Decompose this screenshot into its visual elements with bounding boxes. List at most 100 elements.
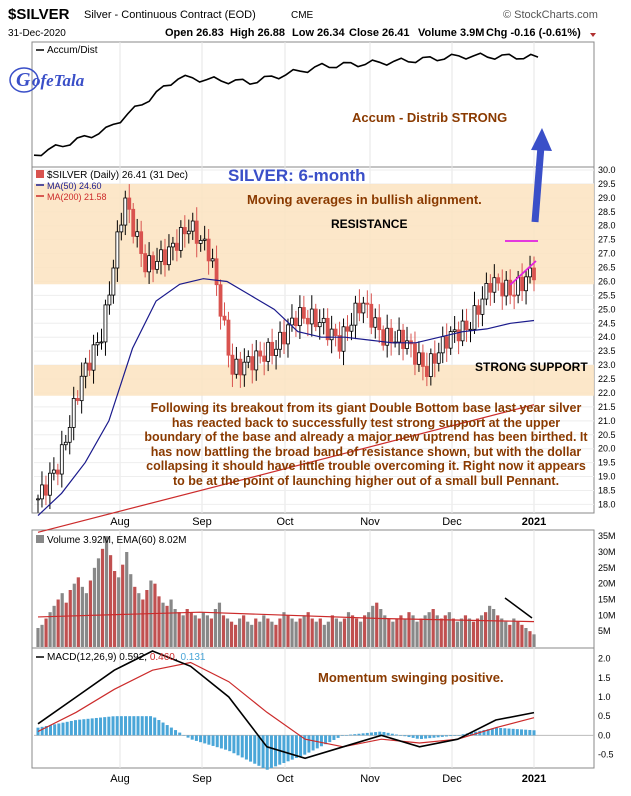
macd-hist-bar <box>119 716 123 736</box>
macd-hist-bar <box>78 719 82 736</box>
price-bar <box>87 362 92 371</box>
macd-hist-bar <box>344 735 348 736</box>
macd-hist-bar <box>111 716 115 736</box>
price-bar <box>186 230 191 235</box>
volume-bar <box>484 612 488 647</box>
price-bar <box>500 282 505 297</box>
volume-bar <box>463 615 468 647</box>
volume-bar <box>258 621 262 647</box>
price-bar <box>214 258 219 286</box>
volume-bar <box>310 618 314 647</box>
x-tick-label-sep: Sep <box>192 516 212 528</box>
volume-bar <box>197 618 201 647</box>
macd-hist-bar <box>90 718 94 736</box>
macd-hist-bar <box>169 727 173 736</box>
macd-hist-bar <box>486 729 490 736</box>
header-low: Low 26.34 <box>292 27 345 39</box>
volume-legend: Volume 3.92M, EMA(60) 8.02M <box>47 535 187 546</box>
price-bar <box>532 267 536 281</box>
commentary-text: Following its breakout from its giant Do… <box>144 401 588 488</box>
logo: G ofeTala <box>9 67 85 93</box>
volume-bar <box>302 615 306 647</box>
volume-bar <box>60 593 64 647</box>
macd-hist-bar <box>236 735 240 756</box>
price-bar <box>369 303 374 328</box>
volume-bar <box>298 618 302 647</box>
macd-hist-bar <box>444 735 448 737</box>
price-bar <box>198 239 203 244</box>
price-bar <box>341 326 346 352</box>
price-bar <box>397 329 401 343</box>
price-bar <box>202 238 207 241</box>
price-tick-label: 22.0 <box>598 388 616 398</box>
header-desc: Silver - Continuous Contract (EOD) <box>84 9 256 21</box>
macd-hist-bar <box>282 735 286 764</box>
volume-bar <box>209 618 213 647</box>
volume-bar <box>193 615 197 647</box>
price-bar <box>294 317 298 327</box>
price-bar <box>301 307 306 319</box>
price-bar <box>55 469 60 475</box>
macd-panel-frame <box>31 647 595 769</box>
header-exchange: CME <box>291 10 314 21</box>
macd-hist-bar <box>394 734 398 736</box>
price-bar <box>115 231 120 269</box>
volume-bar <box>326 621 330 647</box>
macd-hist-bar <box>232 735 236 754</box>
macd-hist-bar <box>128 716 132 736</box>
macd-hist-bar <box>261 735 265 768</box>
macd-hist-bar <box>107 716 111 736</box>
price-bar <box>361 302 366 314</box>
volume-bar <box>314 621 318 647</box>
volume-bar <box>383 615 387 647</box>
macd-hist-bar <box>257 735 261 766</box>
macd-hist-bar <box>132 716 136 736</box>
price-bar <box>381 329 386 346</box>
macd-hist-bar <box>149 716 153 736</box>
price-bar <box>67 426 72 443</box>
macd-hist-bar <box>515 729 519 736</box>
x-tick-label-dec: Dec <box>442 516 462 528</box>
price-bar <box>349 324 354 332</box>
volume-bar <box>177 612 181 647</box>
volume-bar <box>254 618 258 647</box>
x-tick-label-bottom-dec: Dec <box>442 773 462 785</box>
volume-bar <box>282 612 286 647</box>
macd-hist-bar <box>353 734 357 736</box>
volume-bar <box>242 615 246 647</box>
price-tick-label: 24.5 <box>598 318 616 328</box>
volume-bar <box>359 621 363 647</box>
volume-bar <box>475 618 480 647</box>
breakout-arrow-head <box>531 128 552 151</box>
logo-text: ofeTala <box>32 71 85 90</box>
price-bar <box>151 255 155 270</box>
macd-hist-bar <box>53 724 57 736</box>
volume-bar <box>447 612 451 647</box>
macd-hist-bar <box>249 735 253 762</box>
pennant-bottom-line <box>509 260 537 286</box>
macd-hist-bar <box>424 735 428 739</box>
x-tick-label-bottom-oct: Oct <box>276 773 293 785</box>
macd-hist-bar <box>411 735 415 738</box>
macd-hist-bar <box>428 735 432 739</box>
macd-hist-bar <box>436 735 440 738</box>
volume-bar <box>411 615 415 647</box>
volume-tick-label: 30M <box>598 547 616 557</box>
x-tick-label-bottom-2021: 2021 <box>522 773 546 785</box>
price-tick-label: 18.5 <box>598 485 616 495</box>
header-open: Open 26.83 <box>165 27 224 39</box>
volume-bar <box>153 583 157 647</box>
macd-hist-bar <box>511 728 515 736</box>
volume-bar <box>238 618 242 647</box>
macd-hist-bar <box>136 716 140 736</box>
price-bar <box>297 307 302 327</box>
logo-ring-icon <box>9 67 39 93</box>
macd-tick-label: 2.0 <box>598 654 611 664</box>
price-bar <box>222 315 227 321</box>
macd-hist-bar <box>403 735 407 737</box>
price-bar <box>242 361 247 376</box>
macd-hist-bar <box>390 733 394 736</box>
volume-bar <box>201 612 205 647</box>
price-bar <box>246 356 251 363</box>
volume-bar <box>157 596 161 647</box>
